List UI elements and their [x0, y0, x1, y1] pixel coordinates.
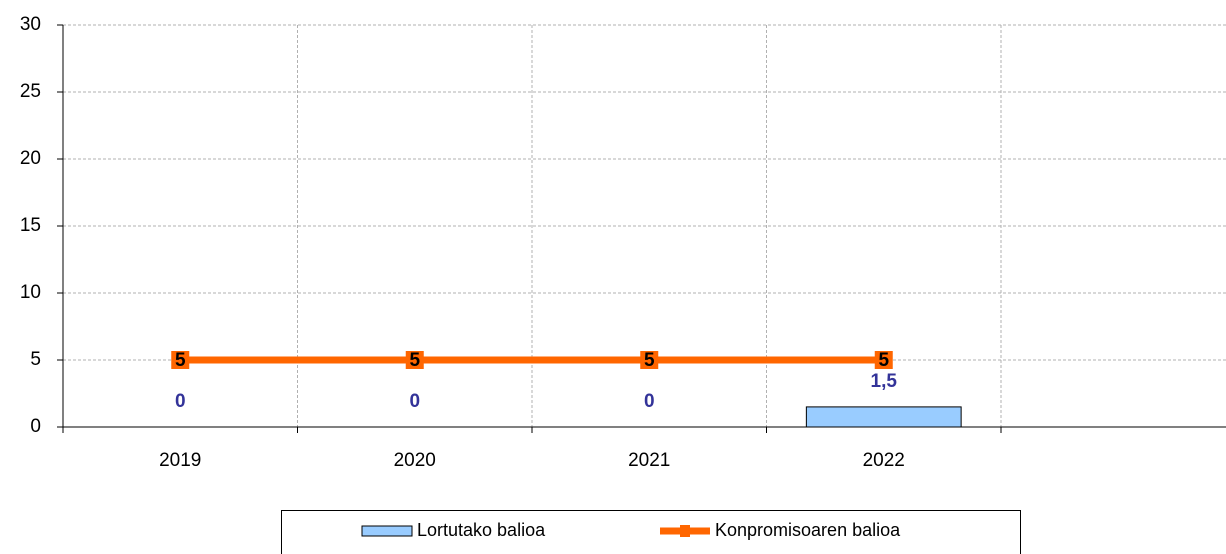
line-value-label: 5 [644, 350, 655, 371]
bar [805, 406, 962, 428]
y-tick-label: 0 [30, 416, 41, 437]
legend-label: Lortutako balioa [417, 520, 546, 540]
bar-value-label: 1,5 [871, 371, 898, 392]
y-tick-label: 10 [20, 282, 41, 303]
line-marker [640, 351, 659, 369]
legend-marker [680, 525, 690, 537]
line-value-label: 5 [409, 350, 420, 371]
line-marker [874, 351, 893, 369]
legend-swatch [361, 525, 413, 537]
x-tick-label: 2020 [394, 450, 436, 471]
line-value-label: 5 [175, 350, 186, 371]
line-marker [405, 351, 424, 369]
line-value-label: 5 [878, 350, 889, 371]
y-tick-label: 15 [20, 215, 41, 236]
legend-label: Konpromisoaren balioa [715, 520, 901, 540]
bar-value-label: 0 [644, 391, 655, 412]
x-tick-label: 2021 [628, 450, 670, 471]
bar-value-label: 0 [409, 391, 420, 412]
x-tick-label: 2022 [863, 450, 905, 471]
line-marker [171, 351, 190, 369]
y-tick-label: 20 [20, 148, 41, 169]
bar-value-label: 0 [175, 391, 186, 412]
y-tick-label: 25 [20, 81, 41, 102]
x-tick-label: 2019 [159, 450, 201, 471]
y-tick-label: 5 [30, 349, 41, 370]
y-tick-label: 30 [20, 14, 41, 35]
